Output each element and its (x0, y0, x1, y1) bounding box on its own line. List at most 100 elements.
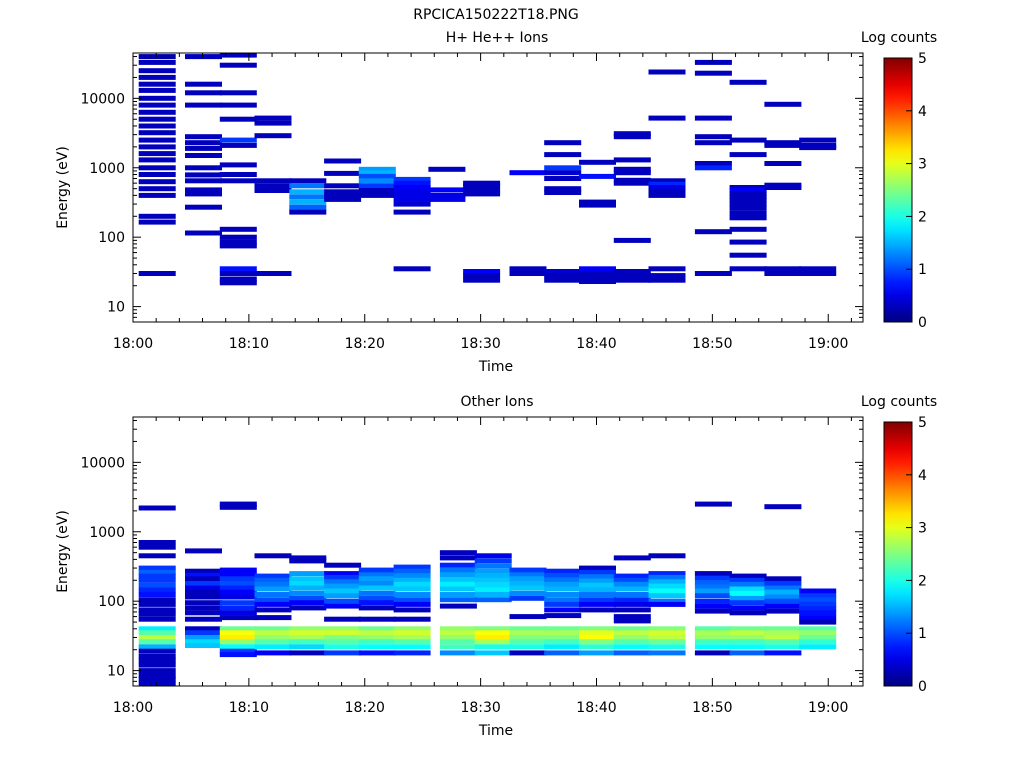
heatmap-cell (219, 589, 257, 595)
heatmap-cell (393, 266, 431, 272)
heatmap-cell (254, 183, 292, 189)
heatmap-cell (463, 269, 501, 274)
heatmap-cell (138, 582, 176, 588)
heatmap-cell (138, 607, 176, 613)
colorbar-tick-label: 5 (918, 415, 927, 431)
heatmap-cell (544, 639, 582, 645)
heatmap-cell (358, 635, 396, 640)
heatmap-cell (579, 565, 616, 571)
colorbar-tick-label: 0 (918, 315, 927, 331)
x-axis-label: Time (478, 723, 513, 739)
y-tick-label: 1000 (89, 525, 125, 541)
heatmap-cell (138, 116, 176, 122)
heatmap-cell (799, 626, 837, 632)
heatmap-cell (579, 650, 616, 656)
heatmap-cell (358, 630, 396, 636)
heatmap-cell (393, 639, 431, 645)
heatmap-cell (729, 595, 767, 601)
x-tick-label: 19:00 (808, 700, 848, 716)
heatmap-cell (324, 579, 362, 585)
heatmap-cell (764, 608, 802, 614)
heatmap-cell (729, 635, 767, 640)
heatmap-cell (358, 595, 396, 601)
heatmap-cell (544, 568, 582, 574)
heatmap-cell (579, 635, 616, 640)
colorbar-tick-label: 1 (918, 626, 927, 642)
heatmap-cell (463, 277, 501, 283)
colorbar-gradient (883, 57, 913, 323)
heatmap-cell (393, 635, 431, 640)
y-tick-label: 100 (98, 230, 125, 246)
heatmap-cell (393, 573, 431, 579)
heatmap-cell (474, 553, 512, 559)
heatmap-cell (694, 161, 732, 166)
heatmap-cell (138, 544, 176, 550)
heatmap-cell (254, 271, 292, 276)
plot-frame (132, 52, 864, 323)
heatmap-cell (138, 102, 176, 108)
heatmap-cell (324, 644, 362, 650)
heatmap-cell (694, 115, 732, 121)
heatmap-cell (579, 279, 616, 284)
heatmap-cell (439, 650, 477, 656)
colorbar: 0 1 2 3 4 5 Log counts (861, 30, 937, 331)
heatmap-cell (729, 194, 767, 200)
x-tick-label: 18:20 (345, 336, 385, 352)
heatmap-cell (474, 630, 512, 636)
heatmap-cell (324, 639, 362, 645)
heatmap-cell (579, 266, 616, 272)
heatmap-cell (254, 607, 292, 613)
heatmap-cell (289, 581, 327, 586)
heatmap-cell (324, 588, 362, 594)
heatmap-cell (729, 644, 767, 650)
heatmap-cell (393, 607, 431, 613)
heatmap-cell (138, 271, 176, 276)
heatmap-cell (509, 614, 547, 620)
heatmap-cell (185, 191, 222, 197)
heatmap-cell (185, 585, 222, 591)
heatmap-cell (694, 501, 732, 507)
heatmap-cell (648, 266, 686, 272)
heatmap-cell (613, 131, 651, 137)
heatmap-cell (138, 74, 176, 80)
heatmap-cell (185, 81, 222, 87)
heatmap-cell (138, 597, 176, 603)
heatmap-cell (289, 644, 327, 650)
heatmap-cell (393, 630, 431, 636)
heatmap-cell (289, 204, 327, 210)
heatmap-cell (764, 644, 802, 650)
heatmap-cell (613, 180, 651, 186)
heatmap-cell (579, 630, 616, 636)
heatmap-cell (544, 635, 582, 640)
heatmap-cell (694, 588, 732, 594)
heatmap-cell (138, 676, 176, 682)
heatmap-cell (185, 635, 222, 640)
heatmap-cell (474, 639, 512, 645)
heatmap-cell (613, 635, 651, 640)
heatmap-cell (613, 277, 651, 283)
heatmap-cell (509, 576, 547, 582)
heatmap-cell (289, 194, 327, 200)
heatmap-cell (544, 592, 582, 597)
heatmap-cell (439, 626, 477, 632)
heatmap-cell (138, 630, 176, 636)
heatmap-cell (544, 572, 582, 578)
heatmap-cell (138, 644, 176, 650)
heatmap-cell (764, 626, 802, 632)
heatmap-cell (324, 158, 362, 164)
heatmap-cell (219, 162, 257, 168)
y-axis-label: Energy (eV) (55, 146, 71, 229)
heatmap-cell (613, 555, 651, 561)
heatmap-cell (324, 650, 362, 656)
heatmap-cell (254, 601, 292, 607)
heatmap-cell (579, 173, 616, 179)
heatmap-cell (219, 178, 257, 184)
heatmap-cell (289, 630, 327, 636)
heatmap-cell (358, 639, 396, 645)
heatmap-cell (219, 585, 257, 591)
heatmap-cell (729, 590, 767, 596)
x-tick-label: 18:00 (113, 700, 153, 716)
heatmap-cell (694, 59, 732, 65)
heatmap-cell (613, 614, 651, 620)
heatmap-cell (254, 178, 292, 184)
